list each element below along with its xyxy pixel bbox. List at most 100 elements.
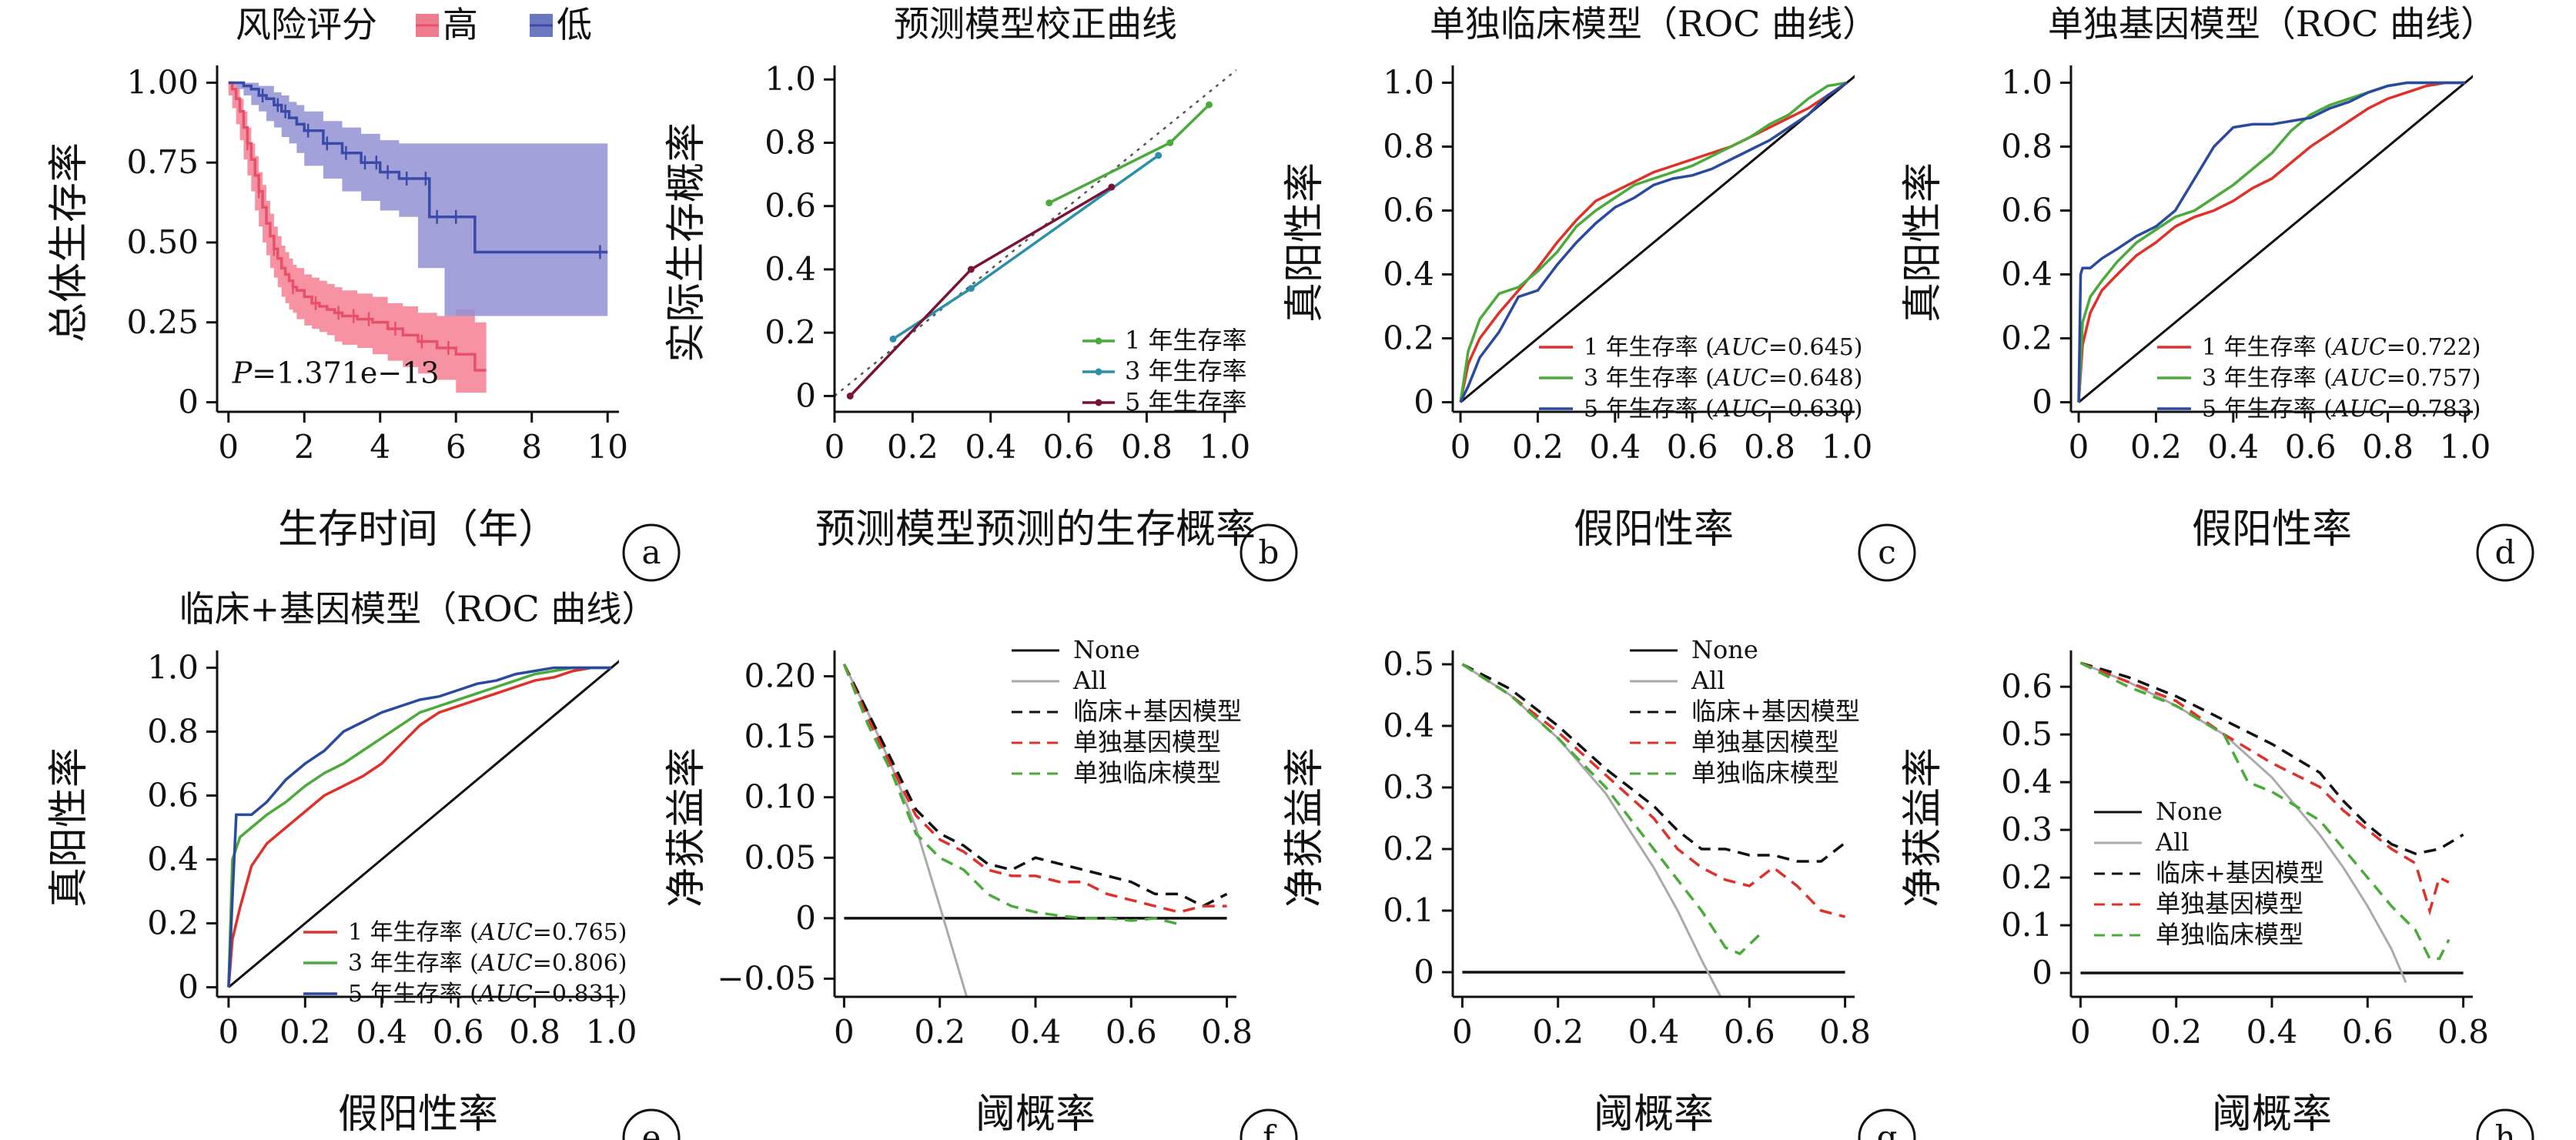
legend-label: 1 年生存率 (AUC=0.645): [1584, 334, 1863, 361]
x-tick-label: 0.2: [914, 1013, 965, 1051]
y-tick-label: 0.6: [1383, 191, 1434, 229]
panel-label-circle: [622, 1108, 681, 1140]
x-tick-label: 0.6: [1667, 428, 1718, 466]
x-tick-label: 0.6: [2285, 428, 2337, 466]
x-tick-label: 0.4: [965, 428, 1016, 466]
y-tick-label: 0.4: [2001, 763, 2052, 801]
y-tick-label: 0.4: [147, 841, 199, 878]
chart-panel-c: 单独临床模型（ROC 曲线） 1 年生存率 (AUC=0.645) 3 年生存率 (…: [1282, 3, 1916, 582]
y-tick-label: 0.2: [1383, 830, 1434, 868]
series-line: [842, 664, 1179, 926]
x-axis-label: 预测模型预测的生存概率: [815, 506, 1256, 553]
panel-label-c: c: [1878, 533, 1896, 571]
legend-label: 1 年生存率 (AUC=0.765): [348, 919, 627, 946]
series-point: [967, 285, 975, 293]
y-tick-label: 0.4: [2001, 256, 2052, 293]
panel-label-circle: [1239, 523, 1298, 582]
y-tick-label: 0.20: [744, 657, 816, 695]
x-tick-label: 0: [2070, 1013, 2091, 1051]
legend-label: 单独临床模型: [1073, 758, 1221, 787]
panel-label-b: b: [1259, 533, 1280, 571]
series-line: [2077, 81, 2465, 403]
y-tick-label: 1.00: [126, 63, 199, 101]
x-tick-label: 10: [587, 428, 627, 466]
plot-area: [227, 660, 619, 988]
legend-label: All: [2155, 827, 2190, 857]
series-line: [1461, 663, 1760, 956]
x-tick-label: 0.6: [1106, 1013, 1157, 1051]
x-tick-label: 0.2: [279, 1013, 331, 1051]
plot-area: [1459, 75, 1855, 403]
diagonal-reference-line: [227, 660, 619, 988]
x-tick-label: 0.4: [1589, 428, 1641, 466]
y-tick-label: 0: [2032, 383, 2052, 421]
x-tick-label: 0.2: [2150, 1013, 2202, 1051]
x-tick-label: 0.4: [1010, 1013, 1062, 1051]
plot-area: [1461, 663, 1846, 997]
legend-label: All: [1691, 666, 1725, 695]
x-tick-label: 0.2: [2130, 428, 2182, 466]
y-axis-label: 总体生存率: [46, 142, 92, 343]
x-tick-label: 0.8: [1201, 1013, 1253, 1051]
legend-label: 1 年生存率: [1125, 326, 1247, 355]
series-point: [1155, 152, 1163, 159]
panel-label-d: d: [2495, 533, 2516, 571]
x-axis-label: 假阳性率: [338, 1092, 498, 1138]
series-line: [842, 664, 1227, 914]
series-line: [1461, 663, 1846, 863]
legend-label: 3 年生存率 (AUC=0.806): [348, 950, 627, 977]
plot-area: [228, 81, 608, 393]
y-tick-label: 0.8: [764, 123, 816, 161]
panel-label-circle: [1858, 1108, 1916, 1140]
y-axis-label: 净获益率: [664, 747, 710, 908]
series-point: [967, 266, 975, 273]
y-tick-label: 0.50: [126, 223, 199, 261]
x-tick-label: 1.0: [2440, 428, 2491, 466]
y-tick-label: 0.6: [2001, 667, 2052, 705]
y-axis-label: 净获益率: [1282, 747, 1328, 908]
plot-area: [2077, 75, 2473, 403]
y-tick-label: 0.25: [126, 303, 199, 341]
legend: 1 年生存率 (AUC=0.645) 3 年生存率 (AUC=0.648) 5 年生…: [1539, 334, 1863, 423]
y-tick-label: 0.10: [744, 778, 816, 816]
series-line: [1459, 81, 1848, 403]
legend-label: All: [1072, 666, 1107, 695]
legend-label: 单独基因模型: [1073, 727, 1221, 757]
series-line: [227, 666, 612, 988]
plot-area: [842, 664, 1228, 997]
diagonal-reference-line: [2078, 75, 2473, 403]
chart-panel-e: 临床+基因模型（ROC 曲线） 1 年生存率 (AUC=0.765) 3 年生存率 …: [46, 588, 681, 1140]
x-tick-label: 1.0: [586, 1013, 637, 1051]
x-axis-label: 生存时间（年）: [278, 506, 558, 553]
y-tick-label: 0.5: [1383, 645, 1434, 683]
legend-label: 3 年生存率 (AUC=0.757): [2202, 365, 2481, 392]
x-axis-label: 阈概率: [1594, 1092, 1714, 1138]
legend-label: 高: [443, 4, 478, 45]
y-tick-label: 0: [1413, 383, 1434, 421]
x-tick-label: 0.4: [1628, 1013, 1680, 1051]
series-point: [1108, 183, 1116, 191]
y-tick-label: 0.6: [147, 776, 199, 814]
x-tick-label: 0.4: [356, 1013, 407, 1051]
legend-point: [1095, 368, 1102, 376]
y-tick-label: 1.0: [2001, 63, 2052, 101]
y-tick-label: 0.2: [1383, 319, 1434, 357]
legend: 1 年生存率 (AUC=0.722) 3 年生存率 (AUC=0.757) 5 年生…: [2157, 334, 2481, 423]
x-tick-label: 0.8: [1819, 1013, 1871, 1051]
x-axis-label: 阈概率: [2212, 1092, 2332, 1138]
legend-label: 5 年生存率 (AUC=0.831): [348, 981, 627, 1008]
confidence-band: [228, 82, 487, 393]
panel-label-e: e: [642, 1118, 661, 1140]
y-axis-label: 净获益率: [1900, 747, 1946, 908]
legend-point: [1095, 399, 1102, 406]
panel-label-circle: [2476, 1108, 2534, 1140]
plot-area: [835, 69, 1236, 400]
y-tick-label: 0.6: [764, 187, 816, 225]
x-tick-label: 4: [370, 428, 390, 466]
